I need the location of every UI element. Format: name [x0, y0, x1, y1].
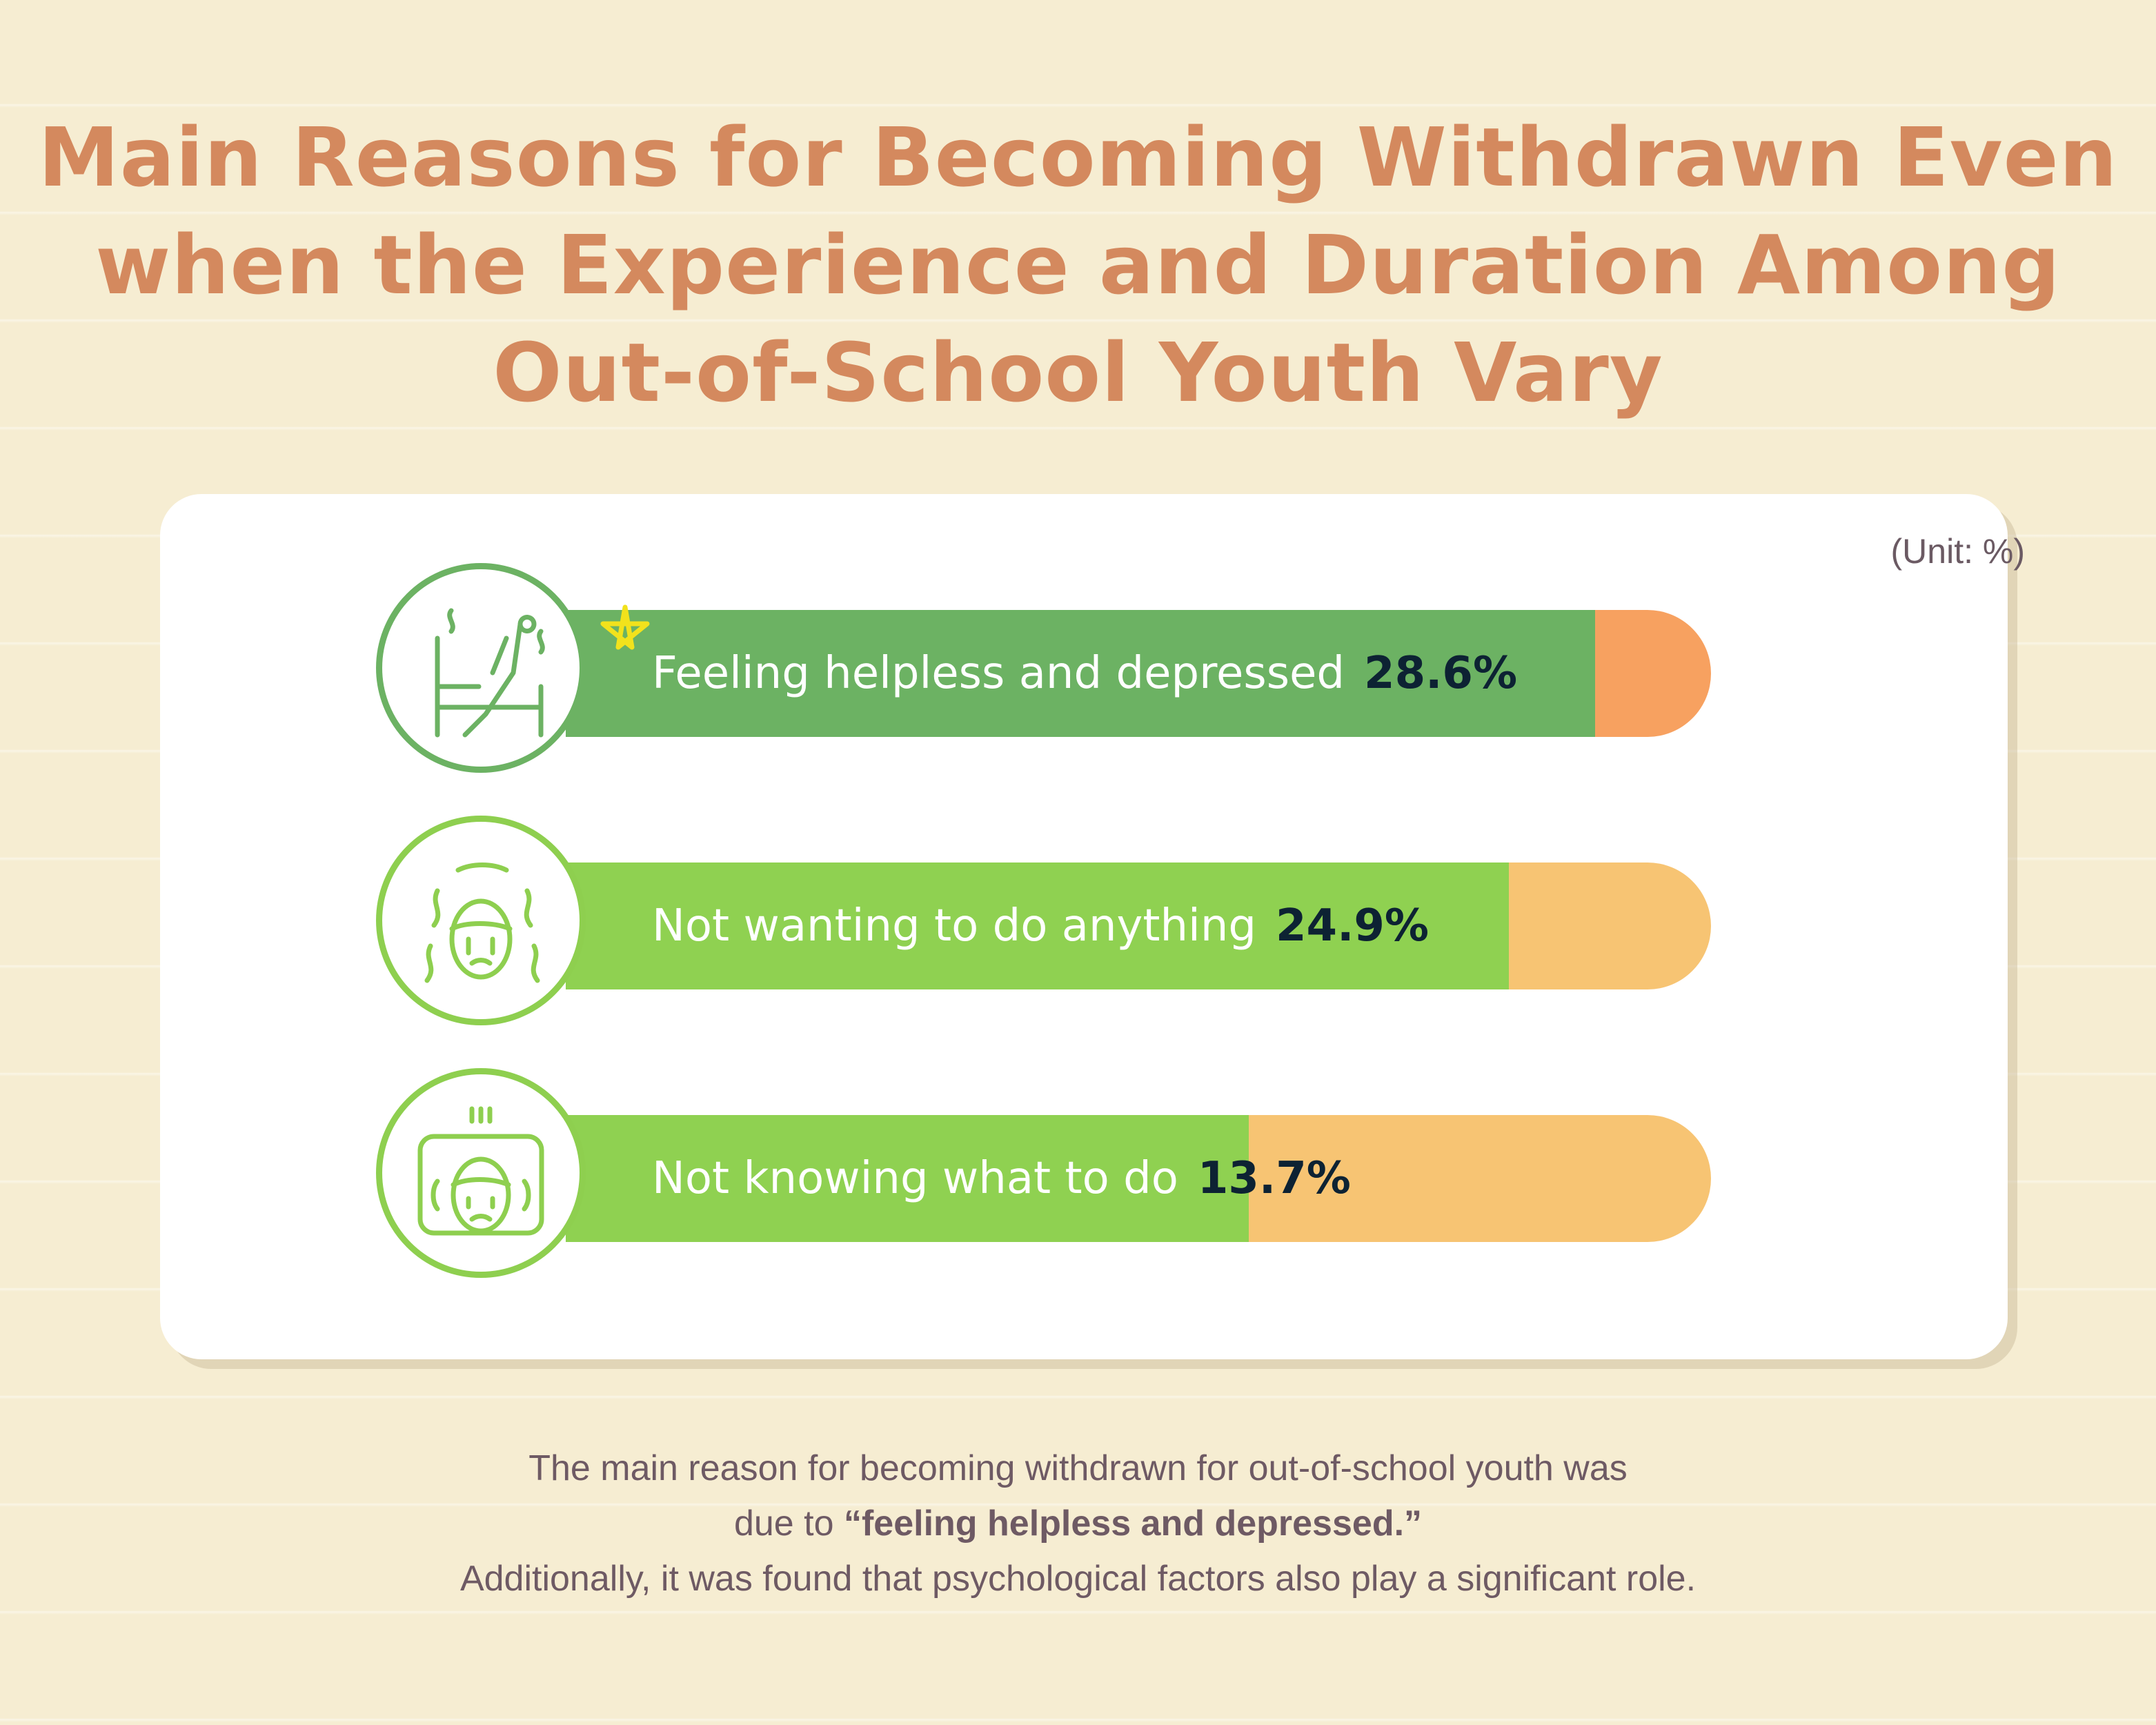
star-highlight-icon	[600, 604, 650, 650]
footer-line-3: Additionally, it was found that psycholo…	[459, 1559, 1697, 1599]
footer-highlight: “feeling helpless and depressed.”	[843, 1504, 1423, 1544]
title-line-3: Out-of-School Youth Vary	[493, 325, 1663, 420]
person-leaving-bed-icon	[435, 608, 545, 738]
value-label: 13.7%	[1197, 1153, 1351, 1204]
footer-summary: The main reason for becoming withdrawn f…	[0, 1441, 2156, 1606]
title-line-2: when the Experience and Duration Among	[95, 217, 2061, 313]
unit-label: (Unit: %)	[1890, 532, 2025, 571]
bar-label: Feeling helpless and depressed 28.6%	[652, 610, 1517, 737]
confused-face-icon	[417, 1106, 544, 1236]
category-label: Not knowing what to do	[652, 1153, 1178, 1204]
chart-title: Main Reasons for Becoming Withdrawn Even…	[0, 103, 2156, 426]
bar-track	[566, 862, 1711, 989]
footer-line-2: due to “feeling helpless and depressed.”	[0, 1496, 2156, 1551]
category-label: Feeling helpless and depressed	[652, 648, 1345, 699]
bar-feeling-helpless	[566, 610, 1595, 737]
overwhelmed-face-icon	[424, 862, 540, 983]
bar-row-feeling-helpless: Feeling helpless and depressed 28.6%	[0, 563, 2156, 773]
bar-not-knowing-what-to-do	[566, 1115, 1249, 1242]
category-label: Not wanting to do anything	[652, 900, 1256, 952]
bar-label: Not wanting to do anything 24.9%	[652, 862, 1429, 989]
footer-line-2-prefix: due to	[733, 1504, 844, 1544]
bar-track	[566, 1115, 1711, 1242]
title-line-1: Main Reasons for Becoming Withdrawn Even	[38, 110, 2118, 205]
icon-circle	[376, 563, 586, 773]
bar-label: Not knowing what to do 13.7%	[652, 1115, 1351, 1242]
icon-circle	[376, 1068, 586, 1278]
footer-line-1: The main reason for becoming withdrawn f…	[528, 1448, 1628, 1488]
bar-not-wanting-to-do-anything	[566, 862, 1510, 989]
value-label: 24.9%	[1276, 900, 1430, 952]
value-label: 28.6%	[1364, 648, 1518, 699]
bar-row-not-knowing-what-to-do: Not knowing what to do 13.7%	[0, 1068, 2156, 1278]
icon-circle	[376, 816, 586, 1025]
bar-row-not-wanting-to-do-anything: Not wanting to do anything 24.9%	[0, 816, 2156, 1025]
bar-track	[566, 610, 1711, 737]
